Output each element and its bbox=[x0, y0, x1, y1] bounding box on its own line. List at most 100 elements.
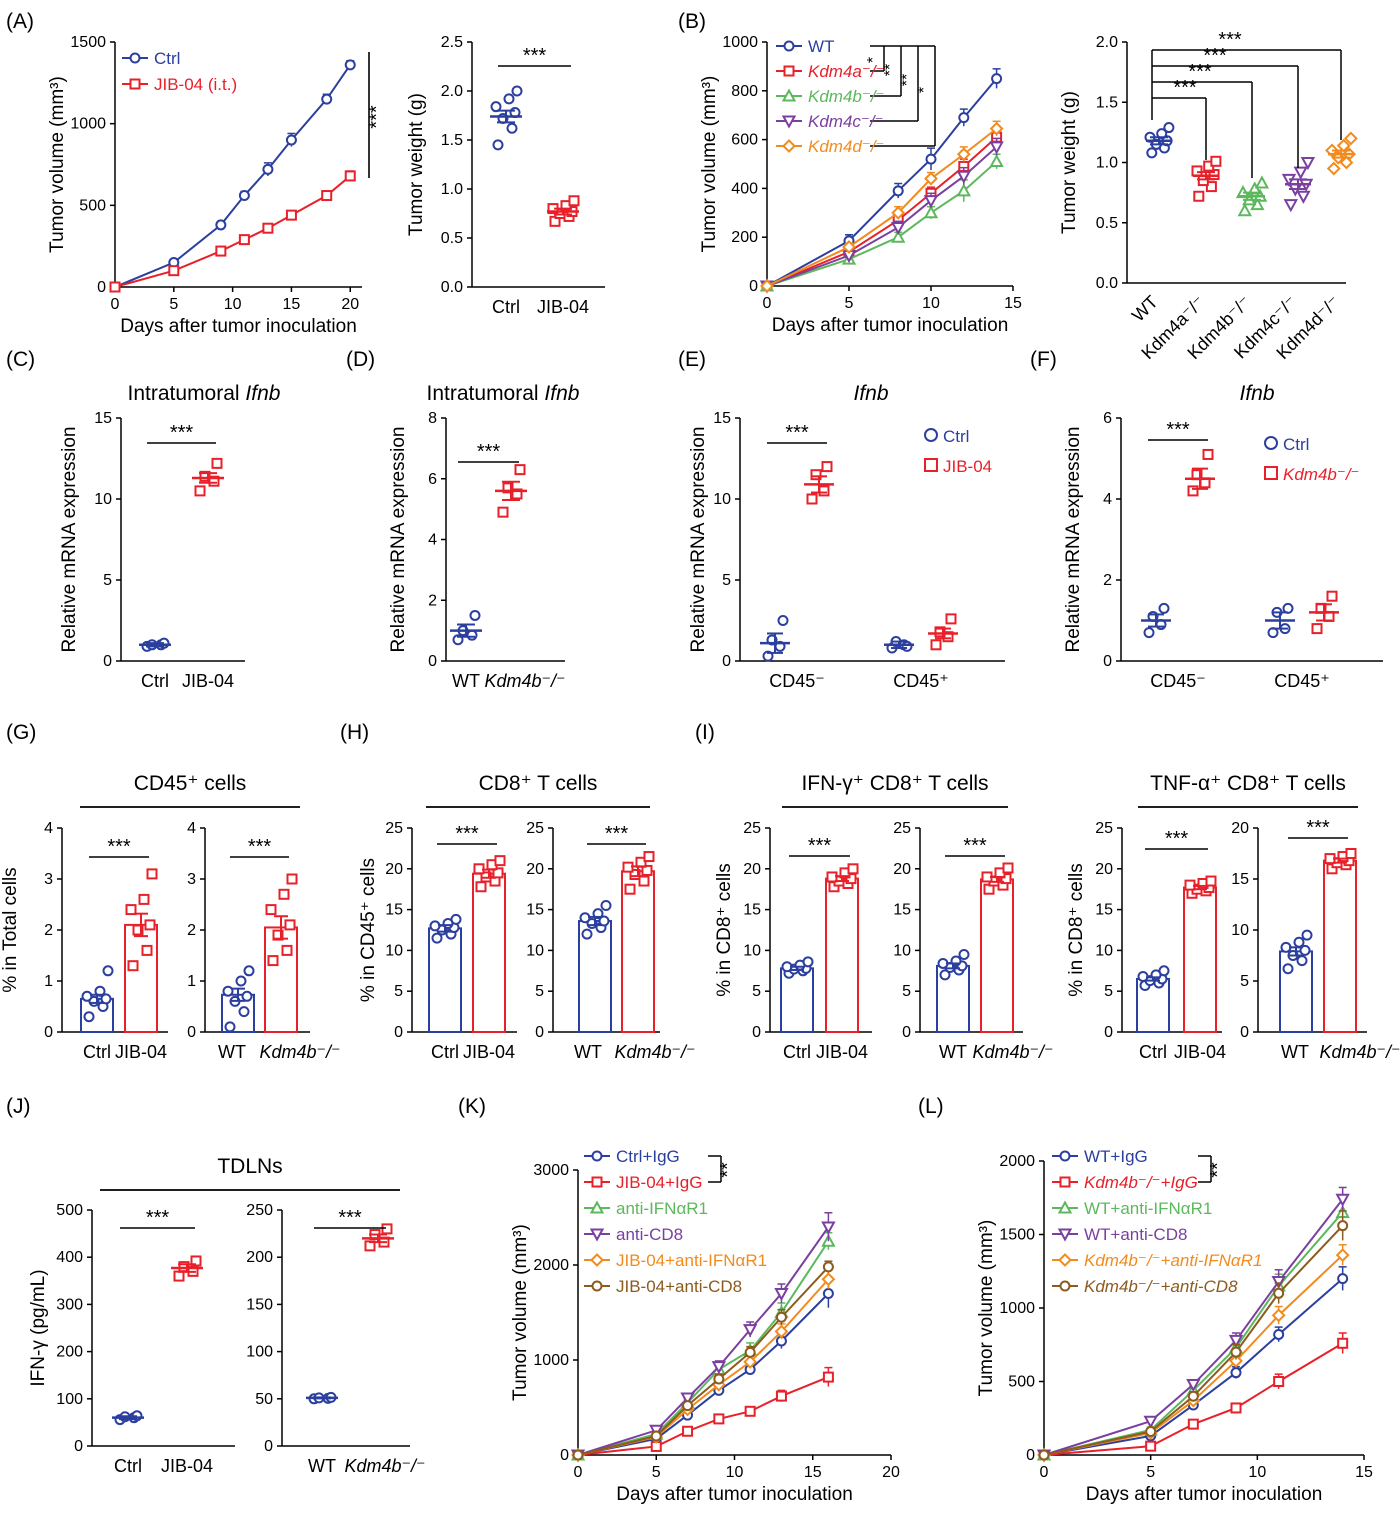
chart-title: Ifnb bbox=[1239, 382, 1274, 405]
group-0 bbox=[780, 956, 814, 1033]
series-5 bbox=[1038, 1210, 1349, 1461]
y-tick-label: 15 bbox=[893, 902, 911, 919]
data-point bbox=[842, 240, 856, 254]
data-point bbox=[1293, 166, 1308, 180]
legend-marker bbox=[1059, 1280, 1071, 1292]
series-3 bbox=[570, 1212, 836, 1463]
y-tick-label: 10 bbox=[893, 942, 911, 959]
data-point bbox=[956, 170, 971, 184]
legend-label: anti-CD8 bbox=[616, 1225, 683, 1244]
legend-marker bbox=[129, 52, 141, 64]
data-point bbox=[822, 1371, 834, 1383]
category-label: Ctrl bbox=[83, 1042, 111, 1062]
group-1 bbox=[1323, 848, 1357, 1034]
category-label: Ctrl bbox=[114, 1456, 142, 1476]
data-point bbox=[1000, 873, 1012, 885]
bar bbox=[124, 923, 158, 1034]
data-point bbox=[127, 960, 139, 972]
data-point bbox=[475, 881, 487, 893]
bar bbox=[780, 967, 814, 1033]
legend-label: WT bbox=[808, 37, 834, 56]
data-point bbox=[806, 493, 818, 505]
data-point bbox=[285, 134, 297, 146]
data-point bbox=[381, 1223, 393, 1235]
data-point bbox=[821, 1221, 836, 1235]
y-tick-label: 1 bbox=[44, 973, 53, 990]
legend-label: Ctrl bbox=[154, 49, 180, 68]
category-label: JIB-04 bbox=[182, 671, 234, 691]
data-point bbox=[744, 1346, 756, 1358]
series-line bbox=[114, 64, 352, 288]
legend-marker bbox=[590, 1253, 604, 1267]
group-1 bbox=[980, 862, 1014, 1034]
y-axis-label: Relative mRNA expression bbox=[688, 427, 709, 653]
legend-label: WT+IgG bbox=[1084, 1147, 1148, 1166]
series-line bbox=[1043, 1224, 1344, 1456]
series-line bbox=[766, 160, 998, 287]
y-tick-label: 0 bbox=[428, 653, 437, 670]
x-tick-label: 15 bbox=[804, 1464, 822, 1481]
y-tick-label: 3000 bbox=[533, 1162, 569, 1179]
y-tick-label: 10 bbox=[1095, 942, 1113, 959]
data-point bbox=[344, 59, 356, 71]
data-point bbox=[989, 121, 1004, 136]
significance-label: *** bbox=[605, 823, 629, 845]
data-point bbox=[775, 1311, 787, 1323]
significance-label: *** bbox=[963, 835, 987, 857]
y-tick-label: 20 bbox=[893, 861, 911, 878]
data-point bbox=[222, 985, 234, 997]
category-label: Kdm4b⁻/⁻ bbox=[614, 1042, 695, 1062]
data-point bbox=[1293, 936, 1305, 948]
y-tick-label: 20 bbox=[1231, 820, 1249, 837]
y-axis-label: Relative mRNA expression bbox=[1063, 427, 1084, 653]
legend-label: WT+anti-CD8 bbox=[1084, 1225, 1187, 1244]
y-tick-label: 0 bbox=[187, 1024, 196, 1041]
category-label: WT bbox=[1128, 292, 1162, 326]
series-line bbox=[1043, 1211, 1344, 1456]
data-point bbox=[742, 1324, 758, 1338]
data-point bbox=[581, 928, 593, 940]
chart-A2: 0.0 0.5 1.0 1.5 2.0 2.5 Tumor weight (g) Ctrl JI… bbox=[406, 34, 605, 317]
legend-marker bbox=[781, 88, 797, 102]
category-label: JIB-04 bbox=[161, 1456, 213, 1476]
chart-title: Ifnb bbox=[853, 382, 888, 405]
series-line bbox=[766, 127, 998, 287]
data-point bbox=[262, 163, 274, 175]
x-axis-label: Days after tumor inoculation bbox=[772, 315, 1009, 336]
y-tick-label: 0.5 bbox=[1096, 215, 1118, 232]
data-point bbox=[822, 1261, 834, 1273]
y-tick-label: 0.0 bbox=[1096, 275, 1118, 292]
y-tick-label: 10 bbox=[1231, 922, 1249, 939]
x-tick-label: 0 bbox=[1040, 1464, 1049, 1481]
data-point bbox=[224, 1021, 236, 1033]
group-2 bbox=[1235, 175, 1270, 217]
significance-label: *** bbox=[808, 835, 832, 857]
significance-label: *** bbox=[1165, 828, 1189, 850]
group-1-0 bbox=[1265, 602, 1295, 639]
data-point bbox=[572, 1449, 584, 1461]
y-axis-label: % in CD45⁺ cells bbox=[358, 858, 379, 1002]
data-point bbox=[431, 932, 443, 944]
category-label: JIB-04 bbox=[1174, 1042, 1226, 1062]
y-tick-label: 5 bbox=[752, 983, 761, 1000]
y-tick-label: 5 bbox=[902, 983, 911, 1000]
series-line bbox=[577, 1292, 830, 1456]
panel-letter: (A) bbox=[6, 10, 34, 33]
y-tick-label: 4 bbox=[44, 820, 53, 837]
y-tick-label: 2 bbox=[428, 592, 437, 609]
data-point bbox=[1143, 627, 1155, 639]
data-point bbox=[514, 464, 526, 476]
data-point bbox=[1283, 199, 1298, 213]
group-1 bbox=[547, 195, 580, 227]
category-label: JIB-04 bbox=[115, 1042, 167, 1062]
x-axis-label: Days after tumor inoculation bbox=[120, 316, 357, 337]
group-1 bbox=[264, 873, 298, 1034]
data-point bbox=[146, 868, 158, 880]
data-point bbox=[511, 488, 523, 500]
panel-letter: (F) bbox=[1030, 348, 1057, 371]
group-0 bbox=[1279, 929, 1313, 1033]
y-tick-label: 200 bbox=[56, 1344, 83, 1361]
legend-marker bbox=[783, 40, 795, 52]
chart-title-part: Ifnb bbox=[853, 382, 888, 405]
chart-title-part: Ifnb bbox=[544, 382, 579, 405]
